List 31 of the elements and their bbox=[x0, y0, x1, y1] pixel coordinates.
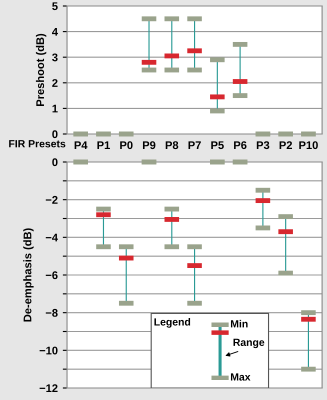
y-tick-label: −8 bbox=[46, 308, 58, 317]
y-tick-label: −10 bbox=[40, 346, 58, 354]
y-tick-label: 4 bbox=[52, 28, 58, 36]
y-tick-label: 0 bbox=[52, 158, 58, 166]
x-tick-label: P9 bbox=[142, 141, 156, 150]
y-tick-label: 2 bbox=[52, 79, 58, 87]
x-tick-label: P0 bbox=[120, 141, 133, 150]
x-tick-label: P7 bbox=[188, 141, 201, 149]
y-tick-label: 0 bbox=[52, 130, 58, 138]
x-tick-label: P8 bbox=[166, 141, 178, 150]
y-tick-label: −4 bbox=[46, 234, 58, 242]
y-tick-label: −6 bbox=[46, 271, 58, 280]
x-tick-label: P5 bbox=[211, 141, 224, 150]
annotation: Min bbox=[230, 320, 248, 328]
x-tick-label: P3 bbox=[256, 141, 270, 150]
x-tick-label: P2 bbox=[280, 141, 292, 149]
y-tick-label: −12 bbox=[40, 384, 58, 392]
annotation: Range bbox=[234, 338, 264, 348]
y-tick-label: 1 bbox=[52, 104, 58, 112]
y-axis-title: Preshoot (dB) bbox=[36, 34, 46, 106]
x-axis-title: FIR Presets bbox=[9, 140, 66, 148]
annotation: Max bbox=[230, 373, 250, 381]
y-tick-label: 3 bbox=[52, 53, 58, 62]
y-tick-label: −2 bbox=[46, 196, 58, 204]
y-axis-title: De-emphasis (dB) bbox=[23, 228, 34, 322]
y-tick-label: 5 bbox=[52, 2, 58, 10]
x-tick-label: P1 bbox=[97, 141, 110, 149]
annotation: Legend bbox=[154, 318, 190, 328]
x-tick-label: P4 bbox=[74, 141, 88, 149]
x-tick-label: P10 bbox=[299, 141, 318, 150]
x-tick-label: P6 bbox=[234, 141, 247, 150]
